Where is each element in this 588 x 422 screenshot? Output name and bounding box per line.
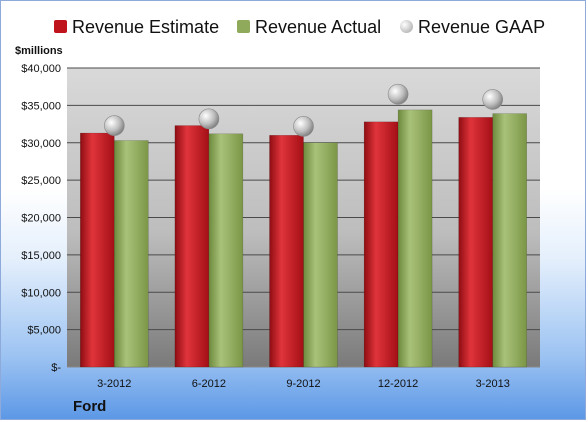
legend-swatch-revenue-estimate <box>54 20 67 33</box>
legend-label-revenue-estimate: Revenue Estimate <box>72 17 220 37</box>
y-tick-label: $30,000 <box>21 138 61 150</box>
marker-revenue-gaap <box>198 108 220 130</box>
x-tick-label: 9-2012 <box>286 378 320 390</box>
y-tick-label: $5,000 <box>27 325 61 337</box>
x-tick-label: 3-2013 <box>476 378 510 390</box>
bar-revenue-actual <box>492 113 527 368</box>
gaap-markers <box>104 83 504 137</box>
bar-revenue-actual <box>114 140 149 368</box>
bar-revenue-estimate <box>363 121 399 368</box>
marker-revenue-gaap <box>104 115 125 136</box>
y-tick-label: $20,000 <box>21 213 61 225</box>
marker-revenue-gaap <box>482 89 504 110</box>
y-tick-label: $25,000 <box>21 175 61 187</box>
y-tick-label: $10,000 <box>21 287 61 299</box>
y-tick-label: $- <box>51 362 61 374</box>
bar-revenue-estimate <box>458 117 493 368</box>
legend-label-revenue-actual: Revenue Actual <box>255 17 382 37</box>
x-tick-label: 3-2012 <box>97 378 131 390</box>
bar-revenue-estimate <box>80 132 115 368</box>
y-tick-label: $15,000 <box>21 250 61 262</box>
bar-revenue-actual <box>303 142 338 368</box>
x-axis-ticks: 3-2012 6-2012 9-2012 12-2012 3-2013 <box>97 378 510 390</box>
legend-swatch-revenue-gaap <box>400 20 413 33</box>
legend-label-revenue-gaap: Revenue GAAP <box>418 17 546 37</box>
bar-revenue-estimate <box>269 135 304 368</box>
bar-revenue-estimate <box>174 125 210 368</box>
y-tick-label: $35,000 <box>21 100 61 112</box>
y-axis-unit-label: $millions <box>15 45 63 57</box>
marker-revenue-gaap <box>293 116 314 137</box>
legend-swatch-revenue-actual <box>237 20 250 33</box>
y-axis-ticks: $- $5,000 $10,000 $15,000 $20,000 $25,000 $30,… <box>21 63 61 374</box>
y-tick-label: $40,000 <box>21 63 61 75</box>
bars <box>80 109 527 368</box>
legend: Revenue Estimate Revenue Actual Revenue … <box>1 15 587 39</box>
x-tick-label: 6-2012 <box>192 378 226 390</box>
bar-revenue-actual <box>397 109 433 368</box>
bar-revenue-actual <box>208 133 244 368</box>
company-label: Ford <box>73 398 107 415</box>
marker-revenue-gaap <box>387 83 409 105</box>
x-tick-label: 12-2012 <box>378 378 418 390</box>
